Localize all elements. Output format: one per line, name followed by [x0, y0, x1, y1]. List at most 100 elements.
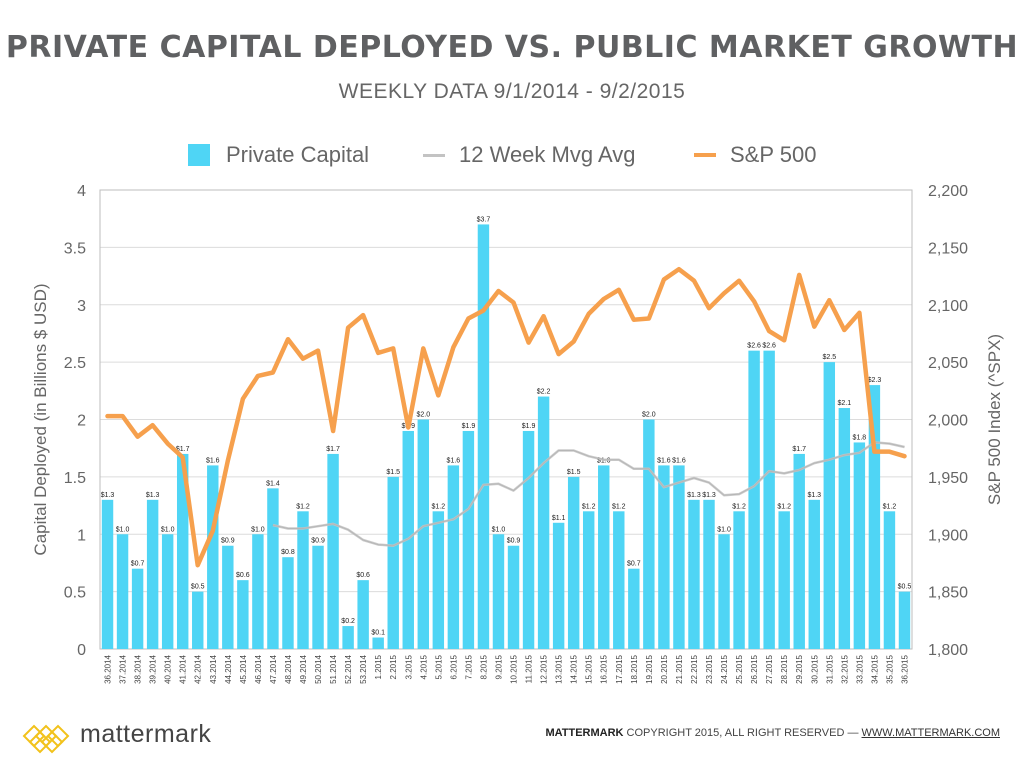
y-tick-label: 2.5 [64, 355, 86, 372]
bar [552, 522, 565, 649]
y2-tick-label: 1,800 [928, 642, 968, 659]
bar-data-label: $0.9 [311, 538, 325, 545]
y-tick-label: 1.5 [64, 470, 86, 487]
bar-data-label: $1.2 [432, 503, 446, 510]
mvg-avg-line [272, 441, 905, 547]
chart-legend: Private Capital 12 Week Mvg Avg S&P 500 [0, 142, 1024, 172]
x-tick-label: 16.2015 [600, 654, 609, 683]
bar [237, 580, 249, 649]
x-tick-label: 29.2015 [795, 654, 804, 683]
bar [748, 350, 760, 649]
x-tick-label: 28.2015 [780, 654, 789, 683]
x-tick-label: 21.2015 [675, 654, 684, 683]
y-tick-label: 0 [77, 642, 86, 659]
y-axis-title: Capital Deployed (in Billions $ USD) [31, 283, 50, 555]
bar [718, 534, 730, 649]
x-tick-label: 41.2014 [179, 654, 188, 683]
bar [613, 511, 625, 649]
y2-tick-label: 2,200 [928, 183, 968, 200]
bar [192, 591, 204, 649]
y2-tick-label: 1,850 [928, 585, 968, 602]
bar-data-label: $0.9 [507, 538, 521, 545]
bar-data-label: $1.1 [552, 515, 566, 522]
bar [176, 453, 189, 649]
x-tick-label: 26.2015 [750, 654, 759, 683]
bar [252, 534, 264, 649]
bar-data-label: $1.2 [777, 503, 791, 510]
x-tick-label: 32.2015 [840, 654, 849, 683]
x-tick-label: 22.2015 [690, 654, 699, 683]
y2-tick-label: 1,950 [928, 470, 968, 487]
bar [417, 419, 430, 649]
bar [808, 499, 820, 649]
x-tick-label: 14.2015 [570, 654, 579, 683]
bar-data-label: $0.5 [898, 584, 912, 591]
legend-item-sp500: S&P 500 [694, 142, 816, 168]
bar [778, 511, 790, 649]
y2-tick-label: 1,900 [928, 527, 968, 544]
bar [823, 362, 836, 649]
bar-data-label: $1.9 [522, 423, 536, 430]
bar [658, 465, 670, 649]
y2-tick-label: 2,000 [928, 413, 968, 430]
bar-data-label: $1.7 [326, 446, 340, 453]
x-tick-label: 9.2015 [495, 654, 504, 679]
bar-data-label: $0.1 [371, 630, 385, 637]
x-tick-label: 1.2015 [374, 654, 383, 679]
x-tick-label: 33.2015 [855, 654, 864, 683]
y-tick-label: 0.5 [64, 585, 86, 602]
x-tick-label: 18.2015 [630, 654, 639, 683]
y2-tick-label: 2,150 [928, 240, 968, 257]
bar-data-label: $0.2 [341, 618, 355, 625]
bar-data-label: $0.7 [131, 561, 145, 568]
y-tick-label: 3.5 [64, 240, 86, 257]
x-tick-label: 23.2015 [705, 654, 714, 683]
bar [703, 499, 715, 649]
bar-data-label: $1.7 [176, 446, 190, 453]
bar-data-label: $1.9 [462, 423, 476, 430]
bar-data-label: $0.6 [236, 572, 250, 579]
y-tick-label: 4 [77, 183, 86, 200]
bar [372, 637, 384, 649]
bar-data-label: $0.8 [281, 549, 295, 556]
bar-data-label: $1.3 [807, 492, 821, 499]
bar-data-label: $1.6 [672, 457, 686, 464]
bar-data-label: $2.1 [838, 400, 852, 407]
y-tick-label: 3 [77, 298, 86, 315]
plot-border [99, 189, 913, 650]
x-tick-label: 5.2015 [434, 654, 443, 679]
logo-text: mattermark [80, 720, 212, 748]
x-tick-label: 20.2015 [660, 654, 669, 683]
bar [673, 465, 685, 649]
x-tick-label: 45.2014 [239, 654, 248, 683]
y-tick-label: 1 [77, 527, 86, 544]
bar-data-label: $2.5 [822, 354, 836, 361]
bar-data-label: $1.0 [717, 526, 731, 533]
bar [357, 580, 369, 649]
copyright-text: COPYRIGHT 2015, ALL RIGHT RESERVED — [623, 727, 862, 739]
bar [101, 499, 114, 649]
copyright-url[interactable]: WWW.MATTERMARK.COM [861, 727, 1001, 739]
x-tick-label: 11.2015 [525, 654, 534, 683]
x-tick-label: 15.2015 [585, 654, 594, 683]
x-tick-label: 4.2015 [419, 654, 428, 679]
bar [567, 476, 580, 649]
bar [898, 591, 911, 649]
bar-data-label: $0.9 [221, 538, 235, 545]
x-tick-label: 37.2014 [119, 654, 128, 683]
legend-label-sp500: S&P 500 [730, 142, 817, 167]
bar [492, 534, 505, 649]
bar-data-label: $1.3 [101, 492, 115, 499]
bar [312, 545, 324, 649]
x-tick-label: 39.2014 [149, 654, 158, 683]
bar-data-label: $1.2 [296, 503, 310, 510]
legend-swatch-sp500 [694, 153, 716, 157]
bar [643, 419, 655, 649]
x-tick-label: 27.2015 [765, 654, 774, 683]
bar-data-label: $0.5 [191, 584, 205, 591]
bar [267, 488, 279, 649]
bar-data-label: $2.0 [416, 412, 430, 419]
chart-subtitle: WEEKLY DATA 9/1/2014 - 9/2/2015 [338, 80, 686, 103]
x-tick-label: 12.2015 [540, 654, 549, 683]
legend-item-mvg-avg: 12 Week Mvg Avg [423, 142, 636, 168]
